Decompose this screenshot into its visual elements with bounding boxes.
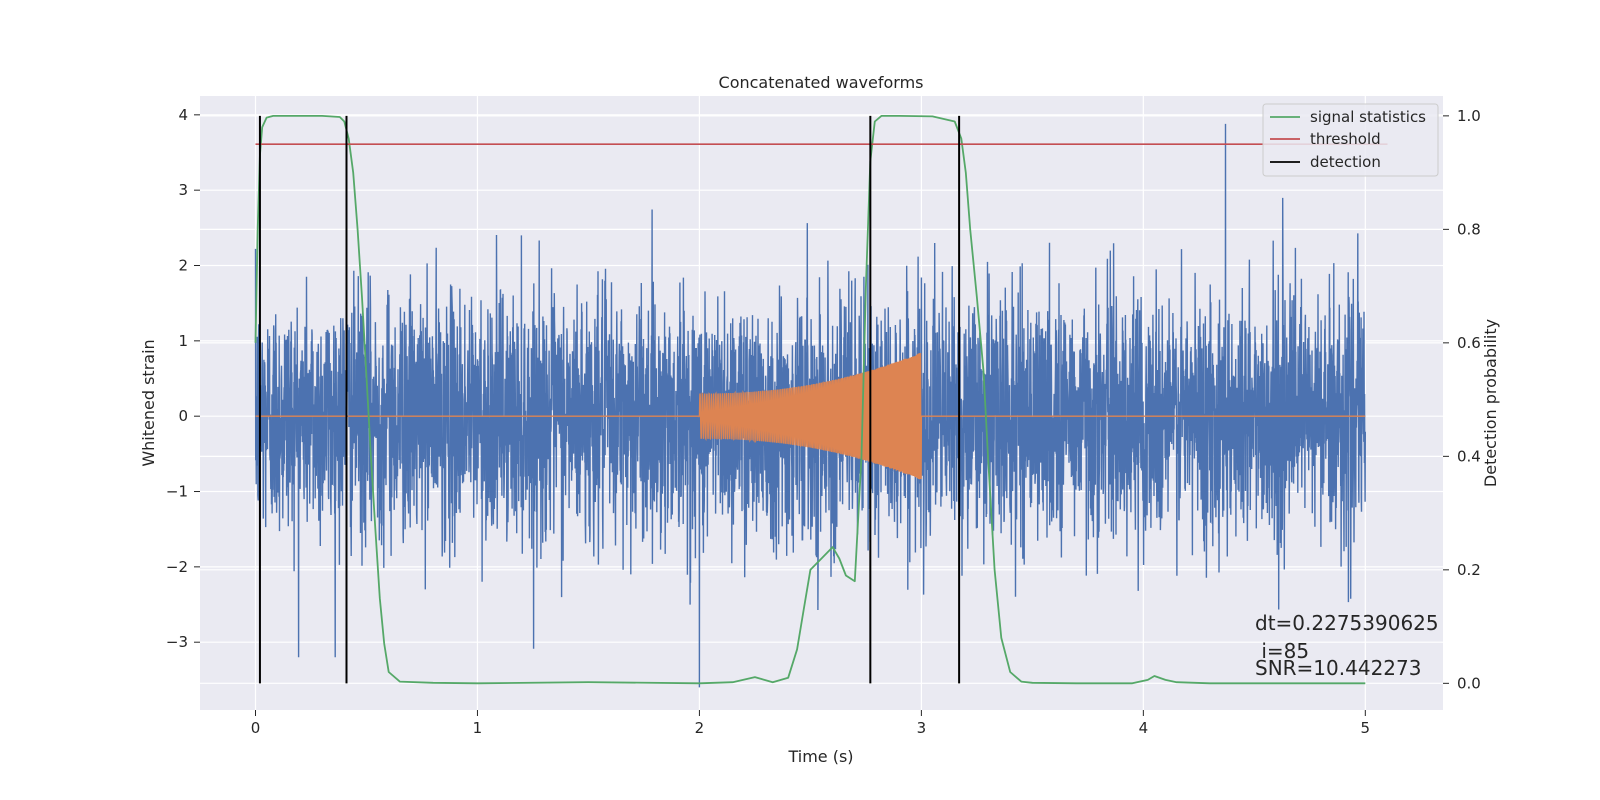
y-tick-label: −2 — [166, 558, 188, 576]
x-tick-label: 2 — [695, 719, 705, 737]
axes: 0 1 2 3 4 5 −3 −2 −1 0 1 2 3 4 0.0 0.2 0.4 0.6 0.8 1.0 — [166, 106, 1481, 737]
x-tick-label: 3 — [917, 719, 927, 737]
legend-box — [1262, 103, 1439, 177]
waveform-series — [255, 353, 1366, 480]
x-tick-label: 0 — [251, 719, 261, 737]
y2-tick-label: 1.0 — [1457, 107, 1481, 125]
x-tick-label: 4 — [1139, 719, 1149, 737]
y2-tick-label: 0.0 — [1457, 674, 1481, 692]
data-series — [254, 115, 1388, 688]
legend-label-detection: detection — [1310, 153, 1381, 171]
annotation-snr: SNR=10.442273 — [1255, 656, 1421, 680]
annotations: dt=0.2275390625 i=85 SNR=10.442273 — [1255, 611, 1439, 680]
x-tick-label: 5 — [1361, 719, 1371, 737]
y2-axis-label: Detection probability — [1481, 319, 1500, 487]
annotation-dt: dt=0.2275390625 — [1255, 611, 1439, 635]
legend-label-signal-statistics: signal statistics — [1310, 108, 1426, 126]
y-axis-label: Whitened strain — [139, 339, 158, 466]
signal-statistics-series — [254, 115, 1366, 685]
y-tick-label: 1 — [178, 332, 188, 350]
y-tick-label: −3 — [166, 633, 188, 651]
y-tick-label: −1 — [166, 483, 188, 501]
y2-tick-label: 0.4 — [1457, 447, 1481, 465]
annotation-i: i=85 — [1255, 639, 1309, 663]
chart-title: Concatenated waveforms — [719, 73, 924, 92]
y-tick-label: 2 — [178, 257, 188, 275]
y2-tick-label: 0.6 — [1457, 334, 1481, 352]
y-tick-label: 3 — [178, 181, 188, 199]
legend-label-threshold: threshold — [1310, 130, 1381, 148]
legend: signal statistics threshold detection — [1262, 103, 1439, 177]
y-tick-label: 0 — [178, 407, 188, 425]
y2-tick-label: 0.2 — [1457, 561, 1481, 579]
x-axis-label: Time (s) — [787, 747, 853, 766]
x-tick-label: 1 — [473, 719, 483, 737]
y-tick-label: 4 — [178, 106, 188, 124]
y2-tick-label: 0.8 — [1457, 220, 1481, 238]
